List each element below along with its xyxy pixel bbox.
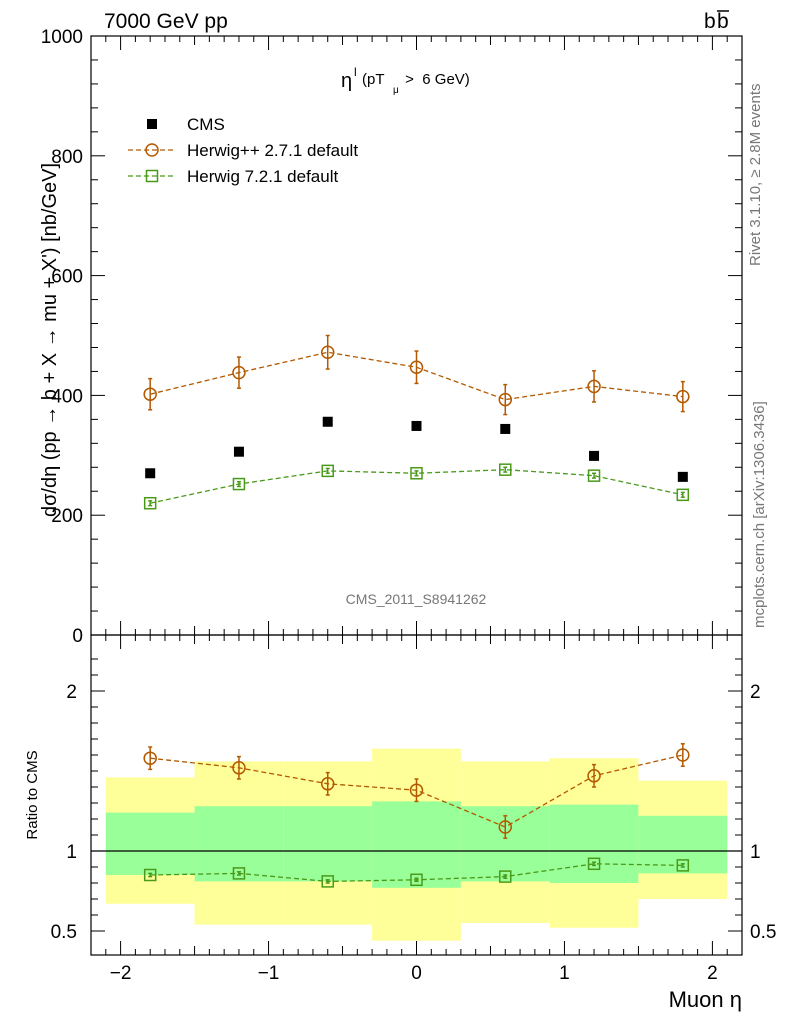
data-point — [320, 345, 335, 360]
mcplots-info: mcplots.cern.ch [arXiv:1306.3436] — [751, 401, 768, 628]
title-subscript: μ — [393, 85, 399, 96]
data-point — [233, 446, 244, 457]
x-tick-label: 1 — [559, 963, 570, 984]
data-point — [143, 387, 157, 401]
x-tick-label: 0 — [411, 963, 422, 984]
y-tick-label: 400 — [51, 386, 83, 407]
legend-marker — [145, 143, 159, 157]
y-tick-label: 0 — [72, 626, 83, 647]
data-point — [589, 450, 600, 461]
process-label-b: b — [704, 10, 716, 33]
data-point — [499, 463, 512, 476]
ratio-panel: −2 −1 0 1 2 0.5 0.5 1 1 2 2 — [51, 36, 776, 984]
data-point — [411, 420, 422, 431]
data-point — [676, 488, 690, 502]
ratio-y-tick-label-right: 0.5 — [750, 922, 776, 943]
ratio-data-point — [676, 748, 690, 762]
legend-marker — [145, 169, 159, 183]
ratio-data-point — [143, 751, 157, 765]
rivet-info: Rivet 3.1.10, ≥ 2.8M events — [747, 84, 764, 267]
uncertainty-band-inner — [194, 806, 284, 882]
y-tick-label: 600 — [51, 267, 83, 288]
ratio-y-tick-label-right: 1 — [750, 842, 761, 863]
data-point — [410, 467, 423, 480]
ratio-data-point — [587, 769, 601, 783]
uncertainty-band-inner — [372, 801, 461, 888]
ratio-y-tick-label: 2 — [66, 682, 77, 703]
data-point — [232, 477, 246, 491]
ratio-data-point — [320, 777, 335, 791]
ratio-data-point — [676, 859, 690, 872]
title-tail: > 6 GeV) — [401, 71, 470, 88]
x-tick-label: −2 — [110, 963, 132, 984]
y-tick-label: 1000 — [41, 27, 83, 48]
ratio-frame — [90, 634, 743, 956]
process-label: b b — [704, 10, 729, 33]
y-tick-label: 800 — [51, 147, 83, 168]
data-point — [409, 360, 424, 374]
uncertainty-band-inner — [283, 806, 373, 882]
series-1 — [143, 334, 690, 416]
ratio-data-point — [409, 783, 424, 797]
ratio-data-point — [410, 873, 423, 887]
legend: CMS Herwig++ 2.7.1 default Herwig 7.2.1 de… — [128, 115, 358, 186]
data-point — [500, 423, 511, 434]
ratio-y-tick-label: 0.5 — [51, 922, 77, 943]
ratio-data-point — [321, 875, 334, 888]
ratio-data-point — [499, 870, 512, 883]
collision-label: 7000 GeV pp — [104, 10, 228, 33]
ratio-data-point — [232, 867, 246, 880]
ratio-y-tick-label: 1 — [66, 842, 77, 863]
process-label-bbar: b — [717, 10, 729, 33]
data-point — [587, 379, 601, 394]
legend-label: CMS — [187, 115, 225, 134]
uncertainty-band-inner — [105, 812, 195, 875]
legend-marker — [147, 119, 157, 129]
ratio-y-axis-label: Ratio to CMS — [24, 750, 41, 839]
data-point — [676, 389, 690, 404]
data-point — [677, 471, 688, 482]
data-point — [321, 464, 334, 478]
data-point — [587, 469, 601, 482]
title-condition: (pT — [362, 71, 385, 88]
data-point — [145, 468, 156, 479]
legend-label: Herwig 7.2.1 default — [187, 167, 338, 186]
uncertainty-band-inner — [549, 804, 639, 883]
ratio-series-1 — [143, 857, 690, 888]
ratio-data-point — [232, 761, 246, 775]
ratio-y-tick-label-right: 2 — [750, 682, 761, 703]
data-point — [322, 416, 333, 427]
analysis-watermark: CMS_2011_S8941262 — [346, 591, 487, 607]
data-point — [498, 392, 513, 407]
y-axis-label: dσ/dη (pp → b + X → mu + X') [nb/GeV] — [39, 163, 61, 517]
y-tick-label: 200 — [51, 506, 83, 527]
title-superscript: l — [354, 65, 357, 79]
ratio-data-point — [143, 868, 157, 882]
ratio-data-point — [498, 820, 513, 834]
series-0 — [145, 416, 688, 482]
x-tick-label: −1 — [258, 963, 280, 984]
x-axis-label: Muon η — [669, 987, 742, 1012]
x-tick-label: 2 — [707, 963, 718, 984]
series-2 — [143, 463, 690, 510]
plot-title: η l (pT μ > 6 GeV) — [341, 65, 470, 96]
ratio-data-point — [587, 857, 601, 871]
ratio-series-0 — [143, 743, 690, 839]
data-point — [232, 365, 246, 380]
legend-label: Herwig++ 2.7.1 default — [187, 141, 358, 160]
title-eta: η — [341, 70, 352, 92]
data-point — [143, 496, 157, 510]
